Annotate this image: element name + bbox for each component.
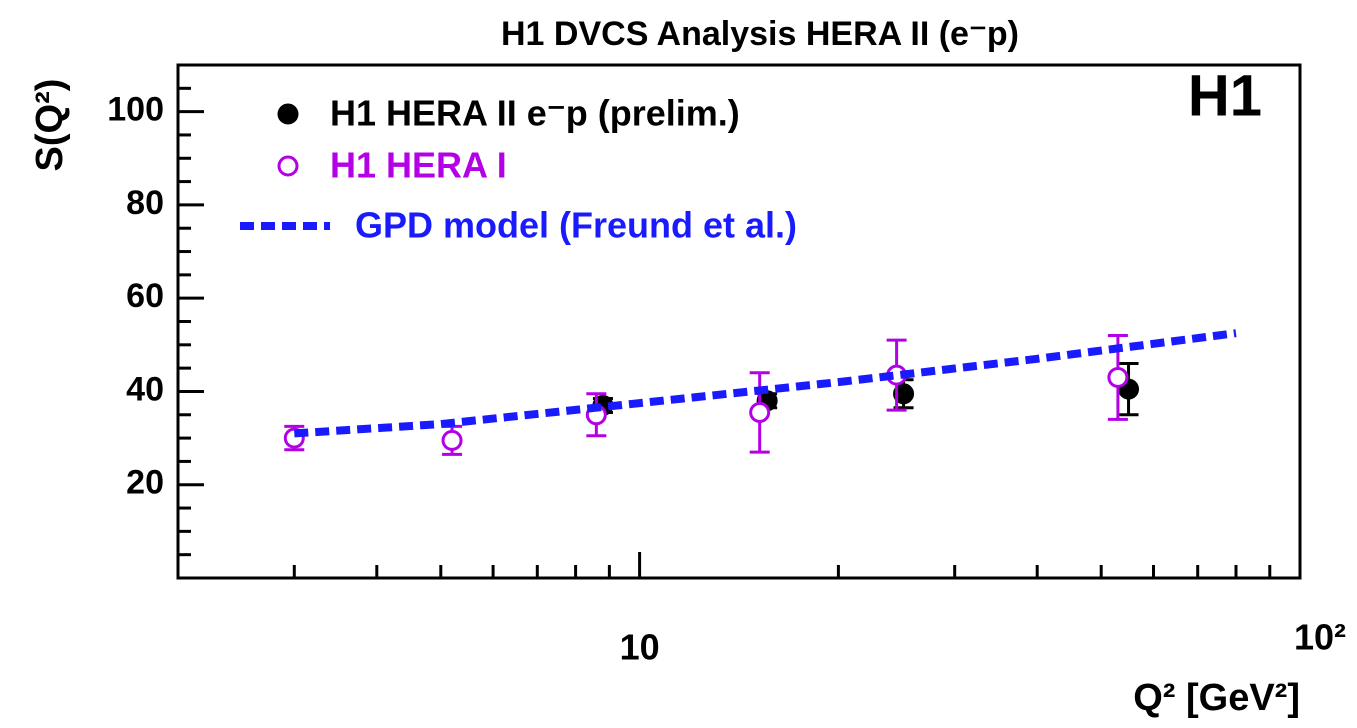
legend-label: GPD model (Freund et al.) bbox=[355, 205, 797, 246]
data-point bbox=[893, 383, 915, 405]
data-point bbox=[1107, 366, 1129, 388]
y-tick-label: 60 bbox=[126, 277, 164, 315]
y-tick-label: 20 bbox=[126, 464, 164, 502]
x-axis-label: Q² [GeV²] bbox=[1133, 677, 1300, 719]
y-tick-label: 40 bbox=[126, 370, 164, 408]
data-point bbox=[749, 401, 771, 423]
legend-label: H1 HERA II e⁻p (prelim.) bbox=[330, 93, 740, 134]
y-axis-label: S(Q²) bbox=[29, 79, 71, 172]
legend-marker bbox=[277, 155, 299, 177]
data-point bbox=[441, 429, 463, 451]
plot-frame bbox=[176, 63, 1302, 580]
model-line bbox=[294, 329, 1237, 438]
y-tick-label: 100 bbox=[107, 91, 164, 129]
legend-marker bbox=[277, 103, 299, 125]
chart-title: H1 DVCS Analysis HERA II (e⁻p) bbox=[501, 15, 1019, 53]
x-tick-label: 10² bbox=[1294, 617, 1346, 658]
x-tick-label: 10 bbox=[620, 627, 660, 668]
y-tick-label: 80 bbox=[126, 184, 164, 222]
legend-label: H1 HERA I bbox=[330, 145, 507, 186]
annotation: H1 bbox=[1188, 63, 1262, 128]
